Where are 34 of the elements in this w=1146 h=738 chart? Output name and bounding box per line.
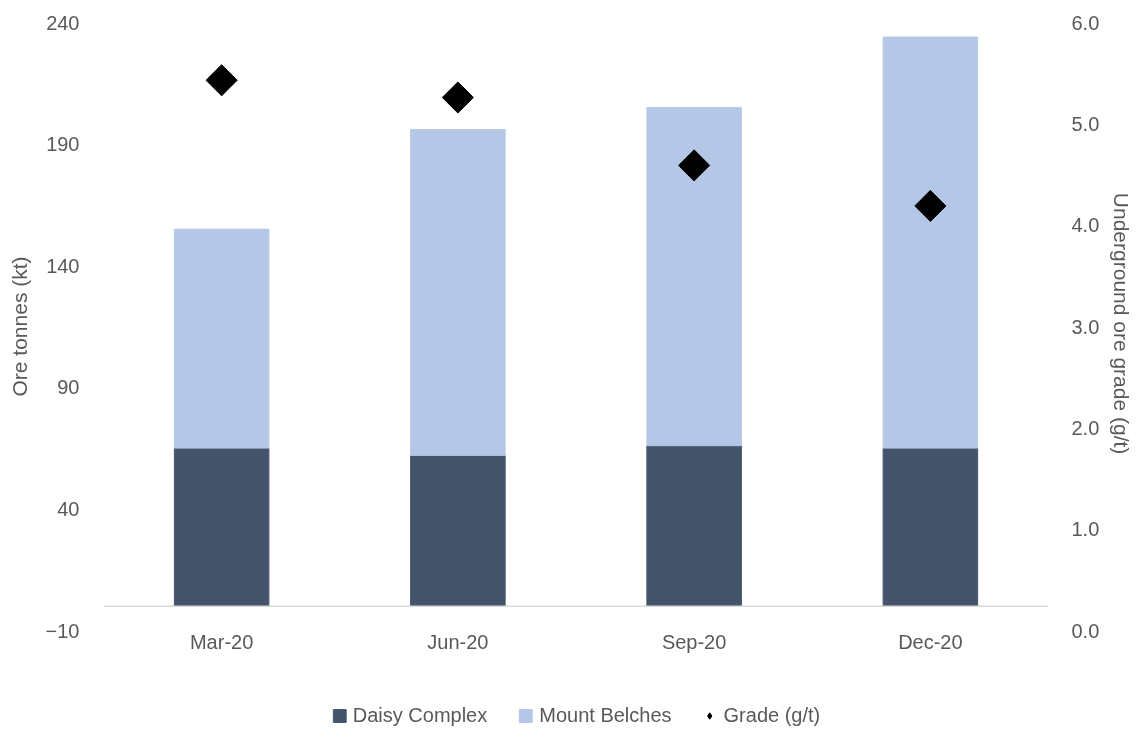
point	[205, 64, 238, 97]
y2-tick-label: 5.0	[1071, 112, 1100, 135]
bar	[173, 228, 270, 449]
bar	[882, 36, 979, 449]
point	[914, 189, 947, 222]
legend-label: Mount Belches	[539, 703, 672, 727]
bar	[882, 447, 979, 607]
point	[441, 81, 474, 114]
legend-label: Grade (g/t)	[723, 703, 821, 727]
bar	[410, 129, 506, 456]
x-tick-label: Jun-20	[427, 630, 489, 653]
y-tick-label: 140	[46, 254, 80, 277]
bar	[646, 445, 742, 607]
y-tick-label: 90	[57, 376, 80, 399]
y2-tick-label: 1.0	[1071, 518, 1100, 541]
x-tick-label: Dec-20	[898, 630, 963, 653]
y-tick-label: 40	[57, 497, 80, 520]
y2-axis-title: Underground ore grade (g/t)	[1110, 192, 1134, 455]
y2-tick-label: 6.0	[1071, 11, 1100, 34]
x-tick-label: Mar-20	[189, 630, 254, 653]
x-tick-label: Sep-20	[661, 630, 727, 653]
bar	[410, 454, 506, 607]
point	[678, 149, 711, 182]
bar	[173, 447, 270, 607]
bar	[646, 107, 742, 447]
y-tick-label: 190	[46, 133, 80, 156]
y2-tick-label: 2.0	[1071, 416, 1100, 439]
y2-tick-label: 4.0	[1071, 214, 1100, 237]
y-tick-label: 240	[46, 11, 80, 34]
y2-tick-label: 0.0	[1071, 619, 1100, 642]
legend-label: Daisy Complex	[352, 703, 488, 727]
y-axis-title: Ore tonnes (kt)	[7, 256, 31, 397]
y-tick-label: −10	[45, 619, 80, 642]
y2-tick-label: 3.0	[1071, 315, 1100, 338]
